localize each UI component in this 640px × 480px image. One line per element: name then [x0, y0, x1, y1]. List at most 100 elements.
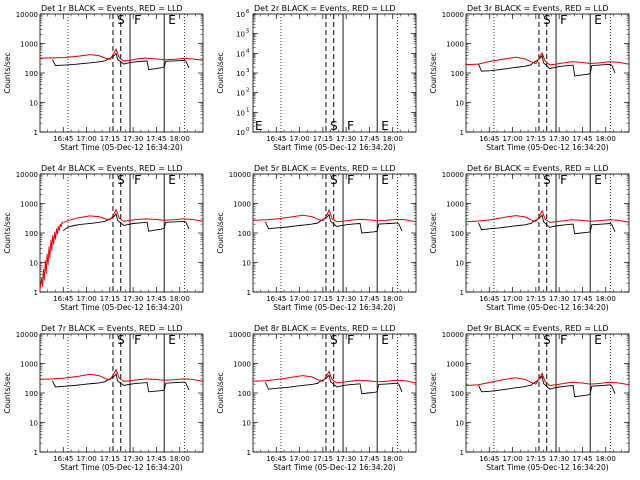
flag-letter-e: E	[168, 13, 176, 27]
x-axis-label: Start Time (05-Dec-12 16:34:20)	[486, 303, 608, 312]
y-tick-label: 10	[236, 109, 245, 117]
x-tick-label: 17:45	[359, 295, 379, 303]
x-tick-label: 17:30	[549, 455, 569, 463]
y-axis-label: Counts/sec	[429, 52, 438, 93]
x-tick-label: 17:00	[502, 455, 522, 463]
x-tick-label: 17:15	[313, 135, 333, 143]
panel-9: Det 9r BLACK = Events, RED = LLD 1 10 100 10…	[429, 324, 630, 472]
x-tick-label: 18:00	[170, 455, 190, 463]
y-tick-label: 10	[455, 260, 464, 268]
y-tick-label: 10	[236, 11, 245, 19]
flag-letter-e: E	[381, 119, 389, 133]
plot-frame	[39, 333, 204, 453]
x-tick-label: 16:45	[53, 455, 73, 463]
x-tick-label: 17:45	[146, 455, 166, 463]
y-tick-label: 1000	[446, 41, 464, 49]
x-tick-label: 18:00	[596, 135, 616, 143]
y-tick-label: 1000	[446, 201, 464, 209]
x-tick-label: 17:30	[549, 295, 569, 303]
y-tick-label: 10000	[229, 171, 251, 179]
events-series-line	[477, 375, 616, 398]
y-tick-label: 10000	[442, 171, 464, 179]
x-tick-label: 17:15	[313, 295, 333, 303]
y-tick-label: 1000	[233, 201, 251, 209]
y-tick-exponent: 5	[246, 29, 250, 35]
panel-7: Det 7r BLACK = Events, RED = LLD 1 10 100 10…	[3, 324, 204, 472]
lld-series-line	[39, 368, 204, 382]
panel-3: Det 3r BLACK = Events, RED = LLD 1 10 100 10…	[429, 4, 630, 152]
lld-series-line	[39, 48, 204, 62]
x-tick-label: 17:15	[526, 455, 546, 463]
flag-letter-s: S	[543, 13, 551, 27]
plot-frame	[39, 13, 204, 133]
flag-letter-f: F	[560, 13, 567, 27]
x-tick-label: 17:45	[572, 135, 592, 143]
x-tick-label: 17:45	[359, 135, 379, 143]
flag-letter-s: S	[117, 333, 125, 347]
y-tick-label: 10	[236, 129, 245, 137]
y-tick-label: 10	[29, 420, 38, 428]
x-tick-label: 18:00	[383, 455, 403, 463]
panel-title: Det 1r BLACK = Events, RED = LLD	[41, 4, 183, 13]
plot-frame	[252, 173, 417, 293]
panel-title: Det 6r BLACK = Events, RED = LLD	[467, 164, 609, 173]
x-tick-label: 16:45	[479, 135, 499, 143]
x-tick-label: 17:15	[100, 135, 120, 143]
plot-frame	[252, 333, 417, 453]
x-axis-label: Start Time (05-Dec-12 16:34:20)	[273, 463, 395, 472]
y-tick-exponent: 6	[246, 9, 250, 15]
flag-letter-f: F	[134, 13, 141, 27]
panel-8: Det 8r BLACK = Events, RED = LLD 1 10 100 10…	[216, 324, 417, 472]
events-series-line	[63, 213, 190, 232]
x-tick-label: 17:30	[336, 135, 356, 143]
panel-title: Det 9r BLACK = Events, RED = LLD	[467, 324, 609, 333]
x-tick-label: 17:00	[76, 455, 96, 463]
y-axis-label: Counts/sec	[3, 372, 12, 413]
y-tick-label: 1000	[446, 361, 464, 369]
lld-series-line	[252, 208, 417, 223]
flag-letter-s: S	[330, 173, 338, 187]
y-axis-label: Counts/sec	[3, 52, 12, 93]
x-tick-label: 17:00	[289, 455, 309, 463]
x-tick-label: 17:00	[502, 295, 522, 303]
y-axis-label: Counts/sec	[3, 212, 12, 253]
plot-frame	[465, 173, 630, 293]
x-tick-label: 17:15	[100, 455, 120, 463]
x-tick-label: 18:00	[596, 295, 616, 303]
panel-title: Det 3r BLACK = Events, RED = LLD	[467, 4, 609, 13]
x-axis-label: Start Time (05-Dec-12 16:34:20)	[273, 303, 395, 312]
x-axis-label: Start Time (05-Dec-12 16:34:20)	[60, 303, 182, 312]
flag-letter-s: S	[330, 333, 338, 347]
panel-title: Det 4r BLACK = Events, RED = LLD	[41, 164, 183, 173]
y-tick-label: 10000	[442, 11, 464, 19]
y-axis-label: Counts/sec	[429, 212, 438, 253]
flag-letter-s: S	[117, 173, 125, 187]
x-tick-label: 16:45	[266, 135, 286, 143]
flag-letter-f: F	[134, 333, 141, 347]
y-tick-label: 10	[236, 31, 245, 39]
y-tick-label: 1	[34, 289, 38, 297]
flag-letter-f: F	[134, 173, 141, 187]
y-tick-label: 100	[451, 390, 464, 398]
panel-6: Det 6r BLACK = Events, RED = LLD 1 10 100 10…	[429, 164, 630, 312]
y-tick-label: 10000	[229, 331, 251, 339]
y-axis-label: Counts/sec	[216, 52, 225, 93]
y-tick-label: 100	[25, 70, 38, 78]
y-tick-label: 10000	[442, 331, 464, 339]
flag-letter-f: F	[347, 119, 354, 133]
x-tick-label: 17:15	[313, 455, 333, 463]
flag-letter-e-start: E	[255, 119, 263, 133]
events-series-line	[477, 214, 616, 235]
y-tick-label: 1000	[20, 361, 38, 369]
y-tick-label: 1	[34, 449, 38, 457]
flag-letter-s: S	[543, 173, 551, 187]
y-tick-label: 100	[238, 230, 251, 238]
x-tick-label: 17:30	[336, 295, 356, 303]
flag-letter-f: F	[560, 173, 567, 187]
y-tick-label: 1	[247, 449, 251, 457]
flag-letter-e: E	[381, 173, 389, 187]
plot-frame	[465, 333, 630, 453]
x-tick-label: 17:45	[572, 295, 592, 303]
plot-frame	[465, 13, 630, 133]
